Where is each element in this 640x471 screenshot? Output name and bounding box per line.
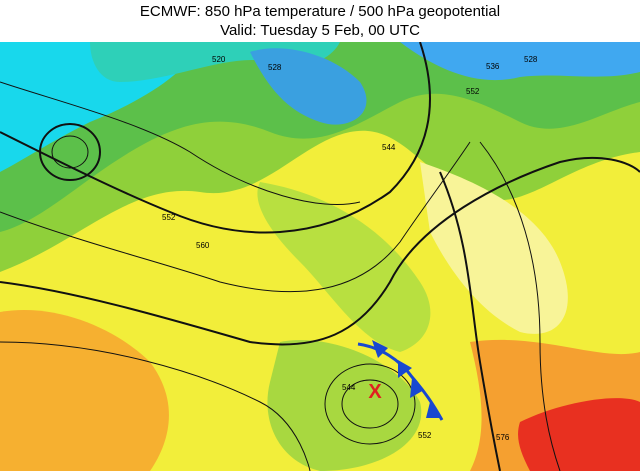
red-field bbox=[518, 398, 640, 471]
green-dark bbox=[0, 42, 640, 232]
contour-label: 552 bbox=[466, 87, 480, 96]
lime-field bbox=[257, 182, 431, 352]
low-contour bbox=[51, 135, 89, 169]
contour-label: 544 bbox=[342, 383, 356, 392]
contour bbox=[0, 42, 431, 234]
contour bbox=[0, 141, 471, 293]
contour-label: 560 bbox=[196, 241, 210, 250]
cool-pool bbox=[267, 340, 422, 471]
low-contour bbox=[39, 123, 101, 181]
contour-label: 576 bbox=[496, 433, 510, 442]
low-contour bbox=[324, 363, 416, 445]
title: ECMWF: 850 hPa temperature / 500 hPa geo… bbox=[139, 3, 501, 20]
contour bbox=[479, 141, 561, 471]
contour bbox=[0, 156, 640, 346]
contour-label: 528 bbox=[524, 55, 538, 64]
contour bbox=[0, 341, 311, 471]
subtitle: Valid: Tuesday 5 Feb, 00 UTC bbox=[220, 22, 420, 39]
contour-label: 552 bbox=[162, 213, 176, 222]
pale-field bbox=[420, 162, 568, 334]
low-marker: X bbox=[368, 381, 382, 403]
contour-label: 544 bbox=[382, 143, 396, 152]
contour-label: 536 bbox=[486, 62, 500, 71]
contour-label: 528 bbox=[268, 63, 282, 72]
contour-label: 552 bbox=[418, 431, 432, 440]
blue-pool bbox=[250, 48, 367, 125]
weather-map: X 520 528 536 528 552 544 552 560 544 55… bbox=[0, 42, 640, 471]
low-contour bbox=[341, 379, 399, 429]
contour bbox=[0, 81, 361, 205]
blue-field bbox=[400, 42, 640, 81]
header: ECMWF: 850 hPa temperature / 500 hPa geo… bbox=[0, 0, 640, 44]
contour bbox=[439, 171, 501, 471]
contour-label: 520 bbox=[212, 55, 226, 64]
front-triangles bbox=[372, 340, 440, 418]
orange-west bbox=[0, 310, 169, 471]
